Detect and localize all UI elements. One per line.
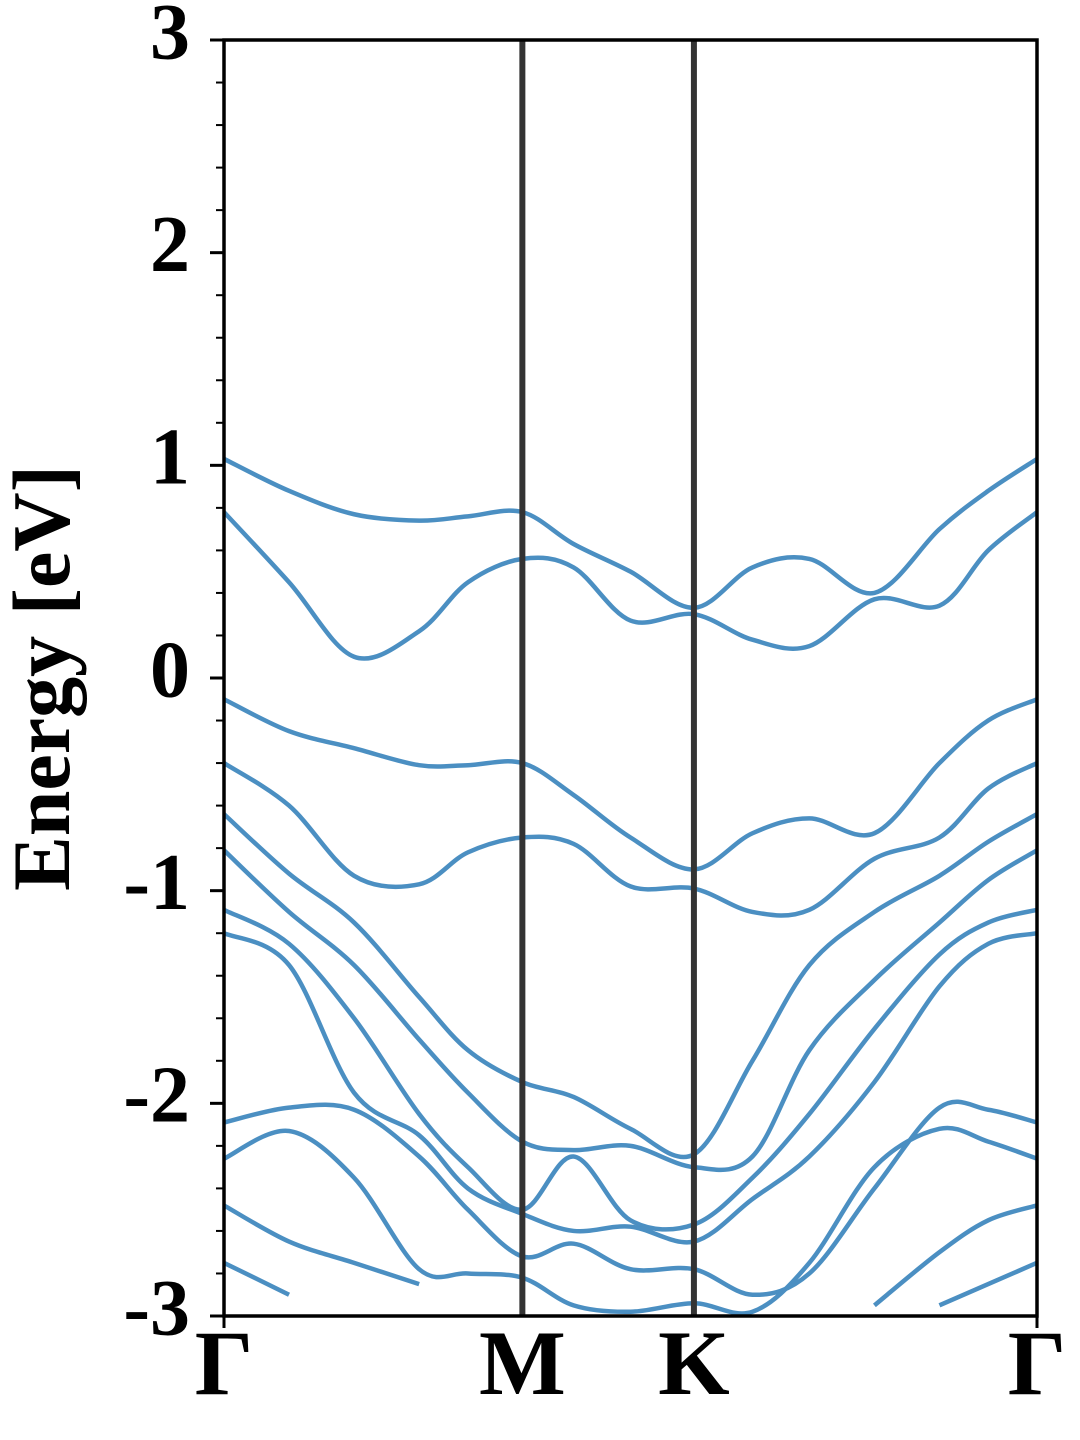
band-line [224,510,1037,661]
y-tick-label: -2 [123,1052,190,1140]
y-axis-label: Energy [eV] [0,465,87,891]
y-tick-label: 2 [150,201,190,289]
x-tick-label: K [658,1312,730,1414]
y-tick-label: 0 [150,626,190,714]
y-tick-label: 3 [150,0,190,76]
band-line [224,456,1037,611]
band-line [224,697,1037,872]
x-tick-label: M [479,1312,566,1414]
x-tick-label: Γ [195,1312,254,1414]
band-line [224,1260,1037,1308]
band-line [224,1203,1037,1308]
band-line [224,761,1037,918]
plot-area [224,456,1037,1316]
band-line [224,812,1037,1160]
y-tick-label: -3 [123,1264,190,1352]
plot-frame [222,38,1039,1318]
band-line [224,848,1037,1173]
y-tick-label: -1 [123,839,190,927]
band-line [224,930,1037,1245]
band-line [224,1125,1037,1316]
band-line [224,907,1037,1232]
x-tick-label: Γ [1008,1312,1067,1414]
y-tick-label: 1 [150,414,190,502]
